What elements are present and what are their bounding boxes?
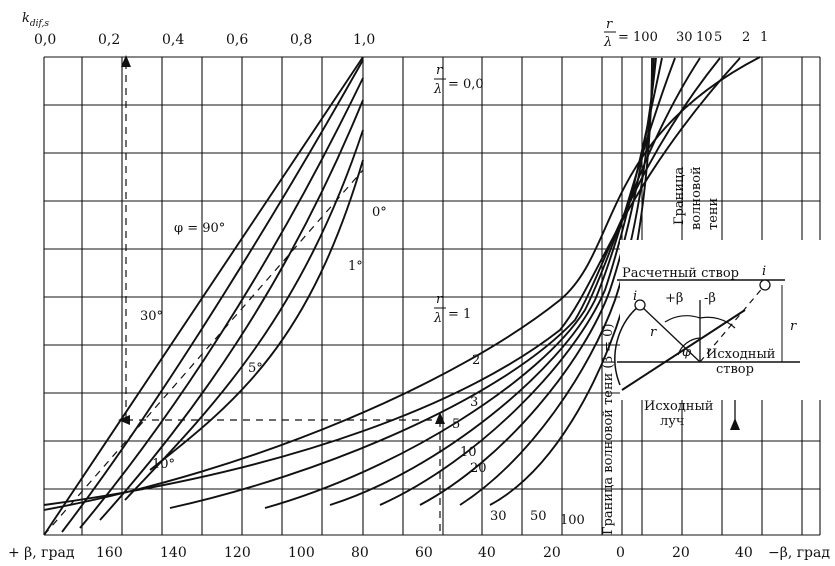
svg-text:r: r: [650, 325, 657, 340]
svg-text:5°: 5°: [248, 361, 263, 376]
svg-text:5: 5: [714, 30, 722, 45]
svg-text:λ: λ: [433, 311, 442, 326]
svg-text:= 100: = 100: [618, 30, 658, 45]
inset-diagram: Расчетный створ Исходный створ Исходный …: [614, 240, 830, 430]
annotations: φ = 90° 0° 1° 5° 10° 30° r λ = 0,0 r λ =…: [140, 17, 768, 528]
svg-text:тени: тени: [706, 198, 721, 230]
svg-text:r: r: [606, 17, 613, 32]
curve-phi-5: [99, 99, 364, 521]
svg-text:луч: луч: [660, 414, 685, 429]
svg-text:50: 50: [530, 509, 547, 524]
svg-text:2: 2: [742, 30, 750, 45]
svg-text:φ: φ: [682, 345, 692, 360]
r-lambda-curves: [43, 56, 761, 511]
bottom-tick-plus-0: 160: [96, 545, 123, 561]
bottom-tick-plus-3: 100: [288, 545, 315, 561]
svg-text:i: i: [633, 289, 637, 304]
bottom-tick-plus-4: 80: [351, 545, 369, 561]
top-tick-1: 0,2: [98, 32, 120, 48]
svg-text:+β: +β: [665, 291, 683, 306]
svg-text:r: r: [436, 63, 443, 78]
svg-text:0°: 0°: [372, 205, 387, 220]
svg-text:2: 2: [472, 353, 480, 368]
svg-text:30°: 30°: [140, 309, 163, 324]
shadow-boundary-label: Граница волновой тени (β = 0): [601, 323, 616, 535]
svg-text:створ: створ: [716, 362, 754, 377]
curve-phi-30: [61, 59, 364, 533]
svg-text:Расчетный створ: Расчетный створ: [622, 266, 739, 281]
top-tick-5: 1,0: [353, 32, 375, 48]
svg-text:20: 20: [470, 461, 487, 476]
top-axis-ticks: 0,0 0,2 0,4 0,6 0,8 1,0: [34, 32, 375, 48]
svg-text:1: 1: [760, 30, 768, 45]
bottom-axis: + β, град −β, град 160 140 120 100 80 60 40 20 0…: [8, 545, 830, 561]
svg-text:100: 100: [560, 513, 585, 528]
bottom-tick-plus-5: 60: [415, 545, 433, 561]
phi-curves: [43, 56, 364, 536]
svg-text:r: r: [790, 319, 797, 334]
bottom-tick-minus-1: 40: [735, 545, 753, 561]
svg-text:Граница: Граница: [672, 167, 687, 225]
svg-text:10: 10: [696, 30, 713, 45]
svg-text:10°: 10°: [152, 457, 175, 472]
y-axis-label: kdif,s: [22, 11, 49, 29]
arrows: [118, 55, 445, 425]
svg-text:волновой: волновой: [689, 166, 704, 230]
curve-phi-0: [149, 159, 364, 471]
bottom-tick-plus-7: 20: [543, 545, 561, 561]
bottom-tick-plus-1: 140: [160, 545, 187, 561]
svg-text:Исходный: Исходный: [644, 399, 713, 414]
bottom-tick-plus-6: 40: [478, 545, 496, 561]
svg-text:λ: λ: [433, 82, 442, 97]
svg-text:10: 10: [460, 445, 477, 460]
curve-r5: [264, 57, 701, 509]
svg-text:φ = 90°: φ = 90°: [174, 221, 225, 236]
svg-text:5: 5: [452, 417, 460, 432]
top-tick-3: 0,6: [226, 32, 248, 48]
bottom-tick-minus-0: 20: [672, 545, 690, 561]
curve-r20: [379, 57, 663, 506]
svg-text:1°: 1°: [348, 259, 363, 274]
top-tick-2: 0,4: [162, 32, 184, 48]
curve-phi-10: [79, 77, 364, 529]
bottom-axis-right-label: −β, град: [768, 545, 830, 561]
svg-text:30: 30: [490, 509, 507, 524]
top-tick-4: 0,8: [290, 32, 312, 48]
svg-text:i: i: [762, 264, 766, 279]
svg-text:r: r: [436, 292, 443, 307]
svg-text:Исходный: Исходный: [706, 347, 775, 362]
shadow-boundary-top: Граница волновой тени: [672, 166, 721, 230]
bottom-tick-plus-2: 120: [224, 545, 251, 561]
svg-text:3: 3: [470, 395, 478, 410]
bottom-tick-zero: 0: [616, 545, 625, 561]
curve-r50: [459, 57, 655, 506]
svg-text:λ: λ: [603, 35, 612, 50]
top-tick-0: 0,0: [34, 32, 56, 48]
svg-text:= 1: = 1: [448, 307, 471, 322]
svg-text:= 0,0: = 0,0: [448, 77, 484, 92]
curve-r30: [419, 57, 657, 506]
curve-phi-90: [43, 56, 364, 536]
svg-text:30: 30: [676, 30, 693, 45]
bottom-axis-left-label: + β, град: [8, 545, 75, 561]
dashed-guide-left: [43, 169, 364, 536]
dashed-guides: [125, 60, 441, 535]
svg-text:-β: -β: [704, 291, 716, 306]
curve-r2: [43, 57, 741, 506]
